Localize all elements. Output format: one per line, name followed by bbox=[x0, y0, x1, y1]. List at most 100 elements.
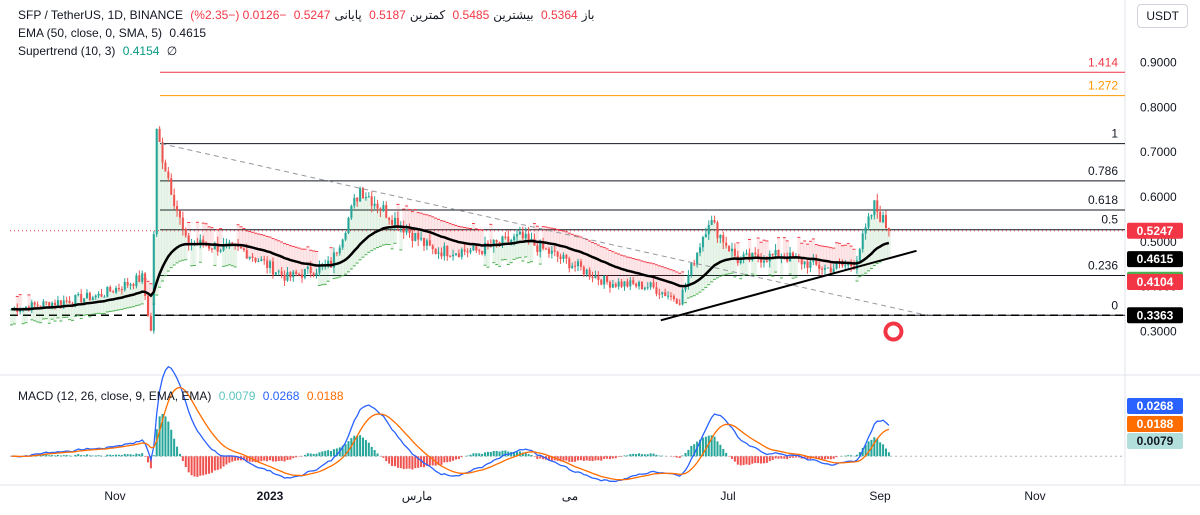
candle-body bbox=[141, 273, 144, 282]
candle-body bbox=[126, 281, 129, 286]
supertrend-fill bbox=[800, 243, 804, 265]
candle-body bbox=[295, 271, 298, 275]
supertrend-fill bbox=[596, 245, 601, 280]
price-tag-label: 0.4104 bbox=[1137, 275, 1174, 289]
supertrend-fill bbox=[204, 223, 209, 246]
supertrend-fill bbox=[864, 227, 868, 274]
supertrend-fill bbox=[541, 226, 546, 249]
candle-body bbox=[728, 245, 731, 252]
supertrend-fill bbox=[535, 226, 540, 252]
candle-body bbox=[760, 258, 763, 263]
price-tag-label: 0.4615 bbox=[1137, 252, 1174, 266]
candle-body bbox=[146, 295, 150, 317]
supertrend-fill bbox=[684, 284, 688, 303]
supertrend-fill bbox=[323, 264, 328, 285]
candle-body bbox=[498, 242, 501, 245]
candle-body bbox=[832, 268, 835, 273]
supertrend-fill bbox=[811, 238, 816, 260]
supertrend-fill bbox=[756, 238, 761, 259]
supertrend-fill bbox=[652, 263, 656, 288]
supertrend-fill bbox=[140, 273, 145, 304]
supertrend-fill bbox=[149, 283, 153, 331]
candle-body bbox=[170, 178, 173, 195]
candle-body bbox=[184, 229, 187, 236]
supertrend-fill bbox=[840, 245, 845, 266]
supertrend-fill bbox=[774, 250, 778, 273]
supertrend-fill bbox=[718, 235, 723, 277]
supertrend-fill bbox=[742, 254, 746, 276]
supertrend-fill bbox=[251, 232, 255, 258]
candle-body bbox=[646, 287, 649, 289]
price-tag bbox=[1127, 222, 1183, 239]
supertrend-fill bbox=[870, 215, 874, 269]
candle-body bbox=[870, 215, 873, 217]
candle-body bbox=[626, 281, 629, 287]
supertrend-fill bbox=[364, 197, 368, 255]
supertrend-fill bbox=[18, 294, 23, 311]
candle-body bbox=[606, 275, 609, 283]
y-tick-label: 0.7000 bbox=[1140, 145, 1177, 159]
supertrend-fill bbox=[739, 257, 743, 279]
supertrend-fill bbox=[782, 237, 787, 259]
candle-body bbox=[748, 253, 751, 261]
supertrend-label: Supertrend (10, 3) bbox=[18, 44, 116, 58]
supertrend-fill bbox=[506, 242, 511, 265]
supertrend-fill bbox=[779, 257, 784, 279]
candle-body bbox=[719, 235, 722, 239]
candle-body bbox=[48, 302, 51, 308]
candle-body bbox=[591, 277, 594, 279]
supertrend-fill bbox=[562, 231, 566, 256]
currency-button[interactable]: USDT bbox=[1137, 4, 1188, 28]
supertrend-fill bbox=[166, 178, 171, 272]
candle-body bbox=[173, 194, 176, 207]
candle-body bbox=[559, 256, 562, 259]
price-tag bbox=[1127, 251, 1183, 268]
supertrend-fill bbox=[341, 239, 345, 276]
supertrend-fill bbox=[239, 226, 243, 249]
supertrend-fill bbox=[36, 305, 40, 322]
candle-body bbox=[545, 248, 548, 250]
candle-body bbox=[617, 281, 620, 287]
candle-body bbox=[277, 271, 280, 273]
candle-body bbox=[510, 240, 513, 243]
x-tick-label: Nov bbox=[1024, 489, 1045, 503]
candle-body bbox=[271, 261, 274, 275]
supertrend-fill bbox=[288, 245, 293, 278]
y-tick-label: 0.8000 bbox=[1140, 100, 1177, 114]
supertrend-fill bbox=[71, 304, 75, 321]
supertrend-fill bbox=[675, 272, 679, 304]
candle-body bbox=[178, 210, 181, 218]
candle-body bbox=[298, 274, 301, 276]
supertrend-fill bbox=[750, 252, 755, 275]
supertrend-fill bbox=[233, 244, 238, 267]
supertrend-fill bbox=[207, 226, 211, 249]
candle-body bbox=[65, 300, 68, 302]
supertrend-fill bbox=[843, 245, 848, 266]
candle-body bbox=[62, 300, 65, 305]
supertrend-fill bbox=[832, 248, 836, 269]
supertrend-fill bbox=[817, 245, 822, 269]
macd-tag-label: 0.0188 bbox=[1137, 417, 1174, 431]
supertrend-fill bbox=[564, 231, 569, 259]
supertrend-fill bbox=[82, 298, 87, 316]
candle-body bbox=[568, 258, 571, 269]
supertrend-fill bbox=[198, 239, 203, 263]
candle-body bbox=[155, 129, 158, 235]
candle-body bbox=[507, 236, 510, 243]
macd-legend: MACD (12, 26, close, 9, EMA, EMA) 0.0079… bbox=[18, 389, 348, 403]
candle-body bbox=[864, 227, 867, 234]
supertrend-fill bbox=[169, 194, 174, 268]
supertrend-fill bbox=[236, 224, 241, 247]
change-value: −0.0126 (−2.35%) bbox=[190, 8, 287, 22]
candle-body bbox=[263, 259, 266, 261]
candle-body bbox=[829, 267, 832, 273]
supertrend-fill bbox=[248, 231, 252, 257]
supertrend-fill bbox=[704, 234, 708, 288]
supertrend-fill bbox=[745, 253, 749, 275]
candle-body bbox=[739, 257, 742, 264]
supertrend-fill bbox=[591, 242, 595, 279]
candle-body bbox=[547, 248, 550, 254]
candle-body bbox=[364, 197, 367, 199]
candle-body bbox=[117, 287, 120, 290]
